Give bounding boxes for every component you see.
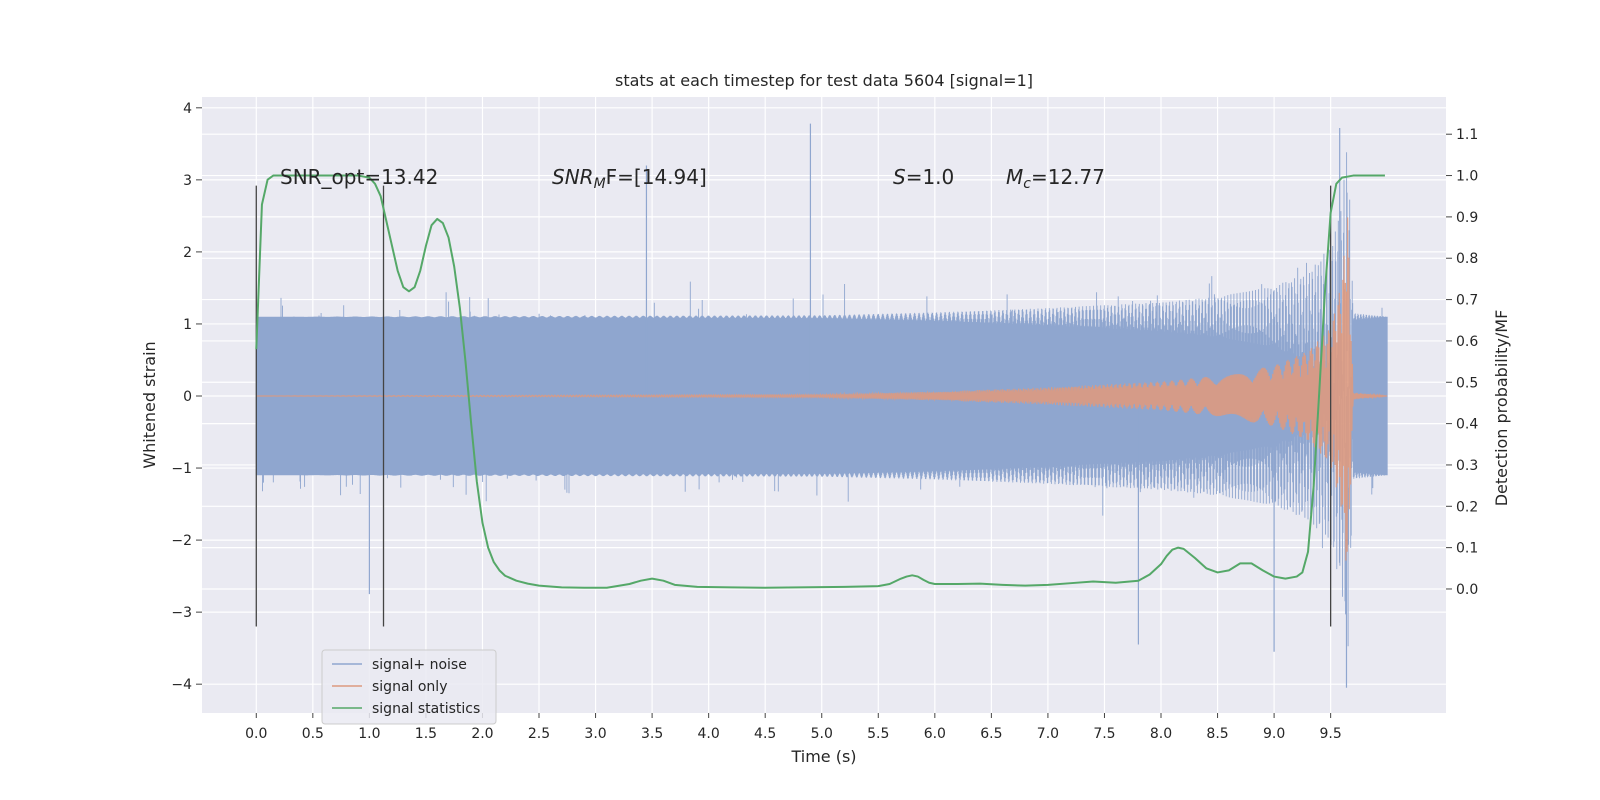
y2-tick-label: 0.6 xyxy=(1456,334,1478,350)
annotation-s-symbol: S xyxy=(893,165,906,189)
y2-tick-label: 0.4 xyxy=(1456,417,1478,433)
annotation-snr-mf-sub: M xyxy=(594,176,606,192)
y2-tick-label: 0.3 xyxy=(1456,458,1478,474)
x-tick-label: 3.0 xyxy=(584,726,606,742)
signal-only-layer xyxy=(256,217,1388,561)
x-tick-label: 2.5 xyxy=(528,726,550,742)
x-tick-label: 2.0 xyxy=(471,726,493,742)
vertical-markers-layer xyxy=(255,185,1332,627)
x-tick-label: 8.0 xyxy=(1150,726,1172,742)
y2-tick-label: 0.9 xyxy=(1456,210,1478,226)
annotation-snr-opt: SNR_opt=13.42 xyxy=(280,165,438,189)
y-tick-label: 3 xyxy=(183,173,192,189)
x-tick-label: 5.0 xyxy=(811,726,833,742)
y-tick-label: −2 xyxy=(171,533,192,549)
y2-tick-label: 0.0 xyxy=(1456,582,1478,598)
y-tick-label: 4 xyxy=(183,101,192,117)
x-tick-label: 9.0 xyxy=(1263,726,1285,742)
y2-axis-label: Detection probability/MF xyxy=(1492,310,1511,507)
legend-label-signal: signal only xyxy=(372,679,447,695)
x-tick-label: 0.0 xyxy=(245,726,267,742)
y-tick-label: −4 xyxy=(171,677,192,693)
annotation-snr-mf-value: F=[14.94] xyxy=(606,165,707,189)
x-tick-label: 7.5 xyxy=(1093,726,1115,742)
y2-tick-label: 0.1 xyxy=(1456,541,1478,557)
y2-tick-label: 0.8 xyxy=(1456,251,1478,267)
y2-tick-label: 1.0 xyxy=(1456,169,1478,185)
y-tick-label: 0 xyxy=(183,389,192,405)
y-axis-label: Whitened strain xyxy=(140,341,159,468)
legend-label-statistics: signal statistics xyxy=(372,701,480,717)
statistics-series-layer xyxy=(255,174,1385,589)
annotation-snr-mf-snr: SNR xyxy=(552,165,594,189)
annotation-mc-symbol: M xyxy=(1006,165,1023,189)
legend-label-noise: signal+ noise xyxy=(372,657,467,673)
annotation-mc: Mc=12.77 xyxy=(1006,165,1105,192)
annotation-s: S=1.0 xyxy=(893,165,954,189)
x-tick-label: 4.5 xyxy=(754,726,776,742)
x-tick-label: 1.0 xyxy=(358,726,380,742)
y2-tick-label: 0.7 xyxy=(1456,293,1478,309)
x-tick-label: 4.0 xyxy=(698,726,720,742)
x-tick-label: 3.5 xyxy=(641,726,663,742)
x-tick-label: 0.5 xyxy=(302,726,324,742)
annotation-snr-mf: SNRMF=[14.94] xyxy=(552,165,707,192)
x-tick-label: 1.5 xyxy=(415,726,437,742)
legend-box xyxy=(321,649,497,725)
y-tick-label: −3 xyxy=(171,605,192,621)
y2-tick-label: 1.1 xyxy=(1456,127,1478,143)
y2-tick-label: 0.2 xyxy=(1456,499,1478,515)
chart-title: stats at each timestep for test data 560… xyxy=(615,71,1033,90)
y-tick-label: 2 xyxy=(183,245,192,261)
series-signal-only xyxy=(256,217,1388,561)
legend: signal+ noise signal only signal statist… xyxy=(321,649,497,725)
x-tick-label: 5.5 xyxy=(867,726,889,742)
annotation-s-value: =1.0 xyxy=(906,165,955,189)
series-signal-statistics xyxy=(255,174,1385,589)
y-tick-label: −1 xyxy=(171,461,192,477)
x-axis-label: Time (s) xyxy=(790,747,856,766)
x-tick-label: 6.5 xyxy=(980,726,1002,742)
x-tick-label: 9.5 xyxy=(1320,726,1342,742)
x-tick-label: 8.5 xyxy=(1206,726,1228,742)
axes-layer: 0.0 0.5 1.0 1.5 2.0 2.5 3.0 3.5 4.0 4.5 5.0 5.5 6.0 6… xyxy=(171,101,1478,742)
x-tick-label: 7.0 xyxy=(1037,726,1059,742)
annotation-mc-value: =12.77 xyxy=(1031,165,1105,189)
x-tick-label: 6.0 xyxy=(924,726,946,742)
annotation-mc-sub: c xyxy=(1023,176,1031,192)
y-tick-label: 1 xyxy=(183,317,192,333)
y2-tick-label: 0.5 xyxy=(1456,375,1478,391)
